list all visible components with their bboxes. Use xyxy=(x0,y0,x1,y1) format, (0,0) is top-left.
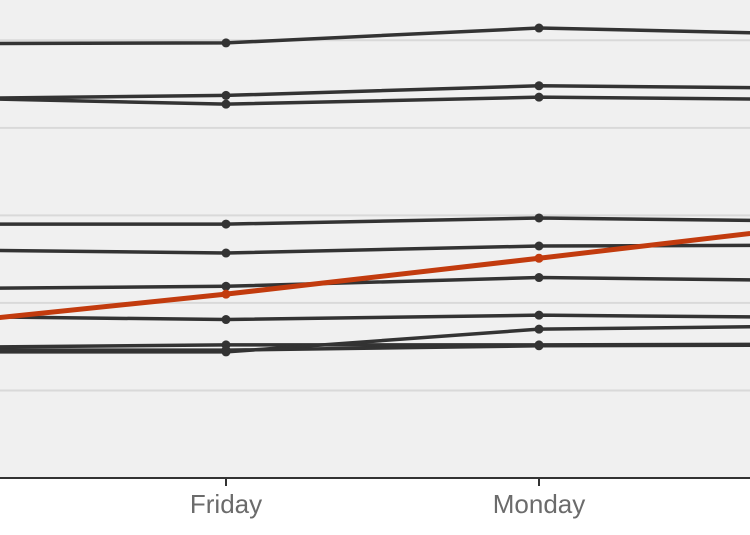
series-line xyxy=(0,343,750,352)
x-axis: Friday Monday xyxy=(0,477,750,519)
point xyxy=(534,241,544,251)
point xyxy=(534,213,544,223)
point xyxy=(221,281,231,291)
series-line xyxy=(0,26,750,46)
point xyxy=(221,38,231,48)
x-tick-label: Friday xyxy=(190,489,262,519)
series-line xyxy=(0,95,750,106)
series-line xyxy=(0,275,750,290)
point xyxy=(534,273,544,283)
point xyxy=(221,289,231,299)
plot-background xyxy=(0,0,750,478)
point xyxy=(221,99,231,109)
series-line xyxy=(0,243,750,255)
point xyxy=(534,23,544,33)
point xyxy=(534,341,544,351)
x-tick-label: Monday xyxy=(493,489,586,519)
series-line xyxy=(0,313,750,322)
point xyxy=(221,90,231,100)
point xyxy=(221,219,231,229)
point xyxy=(534,324,544,334)
point xyxy=(534,253,544,263)
point xyxy=(221,315,231,325)
point xyxy=(534,92,544,102)
point xyxy=(221,345,231,355)
series-line xyxy=(0,325,750,354)
series-line xyxy=(0,216,750,226)
point xyxy=(534,81,544,91)
series-line xyxy=(0,84,750,100)
point xyxy=(221,248,231,258)
series-line xyxy=(0,230,750,321)
point xyxy=(534,310,544,320)
lines xyxy=(0,23,750,357)
